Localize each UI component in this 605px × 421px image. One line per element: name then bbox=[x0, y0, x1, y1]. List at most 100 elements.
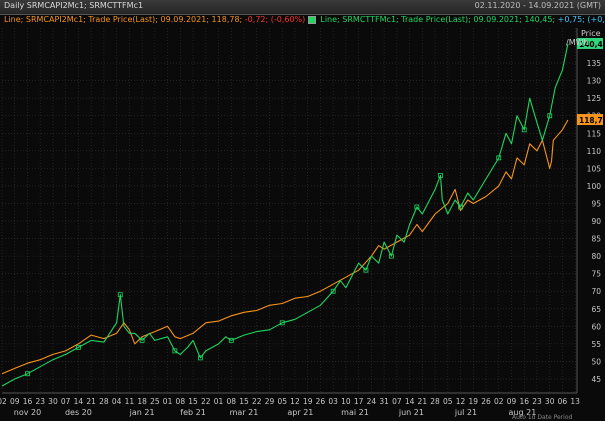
x-tick-label: 01 bbox=[163, 397, 173, 406]
y-axis: 4550556065707580859095100105110115120125… bbox=[576, 28, 602, 393]
series-lines bbox=[1, 43, 569, 387]
last-price-value: 140,45 bbox=[579, 40, 605, 49]
period-footer[interactable]: Auto 1d Date Period bbox=[512, 414, 573, 421]
title-bar: Daily SRMCAPI2Mc1; SRMCTTFMc1 02.11.2020… bbox=[0, 0, 605, 15]
y-tick-label: 125 bbox=[587, 94, 602, 103]
x-tick-label: 28 bbox=[430, 397, 440, 406]
series-marker bbox=[414, 204, 420, 210]
x-tick-label: 09 bbox=[507, 397, 517, 406]
x-tick-label: 15 bbox=[239, 397, 249, 406]
last-price-tag bbox=[577, 114, 603, 126]
x-tick-label: 16 bbox=[23, 397, 33, 406]
y-tick-label: 50 bbox=[591, 357, 601, 366]
x-tick-label: 16 bbox=[519, 397, 529, 406]
x-tick-label: 19 bbox=[303, 397, 313, 406]
x-tick-label: 24 bbox=[367, 397, 377, 406]
x-tick-label: 13 bbox=[570, 397, 580, 406]
x-tick-label: 17 bbox=[354, 397, 364, 406]
series-marker bbox=[197, 355, 203, 361]
series-marker bbox=[25, 371, 30, 377]
legend-ttf-change: +0,75; (+0,54%) bbox=[557, 15, 605, 24]
y-tick-label: 45 bbox=[591, 375, 601, 384]
x-tick-label: 21 bbox=[418, 397, 428, 406]
x-tick-label: 31 bbox=[379, 397, 389, 406]
y-tick-label: 60 bbox=[591, 322, 601, 331]
x-tick-label: 29 bbox=[265, 397, 275, 406]
y-tick-label: 115 bbox=[587, 129, 602, 138]
series-marker bbox=[139, 337, 145, 343]
x-tick-label: 19 bbox=[469, 397, 479, 406]
series-marker bbox=[76, 344, 81, 350]
x-tick-label: 06 bbox=[558, 397, 568, 406]
x-tick-label: 23 bbox=[35, 397, 45, 406]
date-range[interactable]: 02.11.2020 - 14.09.2021 (GMT) bbox=[474, 1, 601, 10]
y-tick-label: 135 bbox=[587, 59, 602, 68]
legend: Line; SRMCAPI2Mc1; Trade Price(Last); 09… bbox=[4, 15, 605, 28]
x-tick-label: 02 bbox=[494, 397, 504, 406]
x-tick-label: 15 bbox=[188, 397, 198, 406]
last-price-value: 118,78 bbox=[579, 116, 605, 125]
series-marker bbox=[388, 253, 394, 259]
legend-api2-change: -0,72; (-0,60%) bbox=[244, 15, 306, 24]
y-tick-label: 90 bbox=[591, 217, 601, 226]
month-label: jul 21 bbox=[454, 408, 477, 417]
month-label: nov 20 bbox=[14, 408, 41, 417]
x-tick-label: 01 bbox=[214, 397, 224, 406]
x-tick-label: 21 bbox=[86, 397, 96, 406]
x-tick-label: 07 bbox=[61, 397, 71, 406]
legend-api2-text[interactable]: Line; SRMCAPI2Mc1; Trade Price(Last); 09… bbox=[4, 15, 243, 24]
x-tick-label: 08 bbox=[226, 397, 236, 406]
x-tick-label: 23 bbox=[532, 397, 542, 406]
y-tick-label: 105 bbox=[587, 164, 602, 173]
series-marker bbox=[330, 288, 336, 294]
y-tick-label: 55 bbox=[591, 340, 601, 349]
series-marker bbox=[458, 204, 463, 210]
x-tick-label: 02 bbox=[0, 397, 7, 406]
series-line-SRMCTTFMc1[interactable] bbox=[1, 43, 569, 387]
x-tick-label: 11 bbox=[125, 397, 135, 406]
legend-ttf-text[interactable]: Line; SRMCTTFMc1; Trade Price(Last); 09.… bbox=[320, 15, 556, 24]
x-tick-label: 30 bbox=[545, 397, 555, 406]
x-tick-label: 09 bbox=[10, 397, 20, 406]
series-marker bbox=[438, 173, 443, 178]
x-tick-label: 22 bbox=[252, 397, 262, 406]
x-tick-label: 26 bbox=[481, 397, 491, 406]
y-tick-label: 110 bbox=[587, 147, 602, 156]
x-tick-label: 12 bbox=[456, 397, 466, 406]
series-marker bbox=[228, 337, 234, 343]
x-tick-label: 26 bbox=[316, 397, 326, 406]
month-label: mar 21 bbox=[230, 408, 259, 417]
x-tick-label: 12 bbox=[290, 397, 300, 406]
series-marker bbox=[172, 348, 178, 354]
series-marker bbox=[496, 155, 502, 161]
x-tick-label: 30 bbox=[48, 397, 58, 406]
y-tick-label: 95 bbox=[591, 199, 601, 208]
y-tick-label: 80 bbox=[591, 252, 601, 261]
x-tick-label: 03 bbox=[328, 397, 338, 406]
month-label: aug 21 bbox=[509, 408, 537, 417]
month-label: mai 21 bbox=[341, 408, 369, 417]
series-marker bbox=[547, 113, 553, 119]
last-price-tag bbox=[577, 37, 603, 49]
series-marker bbox=[363, 267, 369, 273]
y-tick-label: 85 bbox=[591, 235, 601, 244]
month-label: apr 21 bbox=[287, 408, 313, 417]
y-axis-label: Price bbox=[581, 29, 601, 38]
y-tick-label: 130 bbox=[587, 77, 602, 86]
month-label: jun 21 bbox=[398, 408, 424, 417]
gridlines bbox=[1, 28, 577, 393]
y-axis-unit: /MWh bbox=[566, 38, 589, 47]
month-label: jan 21 bbox=[129, 408, 155, 417]
legend-ttf-swatch[interactable] bbox=[307, 15, 316, 24]
x-tick-label: 05 bbox=[443, 397, 453, 406]
x-tick-label: 14 bbox=[74, 397, 84, 406]
series-marker bbox=[117, 292, 123, 298]
y-tick-label: 75 bbox=[591, 270, 601, 279]
x-tick-label: 14 bbox=[405, 397, 415, 406]
x-tick-label: 22 bbox=[201, 397, 211, 406]
series-marker bbox=[279, 320, 285, 326]
x-tick-label: 10 bbox=[341, 397, 351, 406]
series-line-SRMCAPI2Mc1[interactable] bbox=[1, 119, 569, 375]
